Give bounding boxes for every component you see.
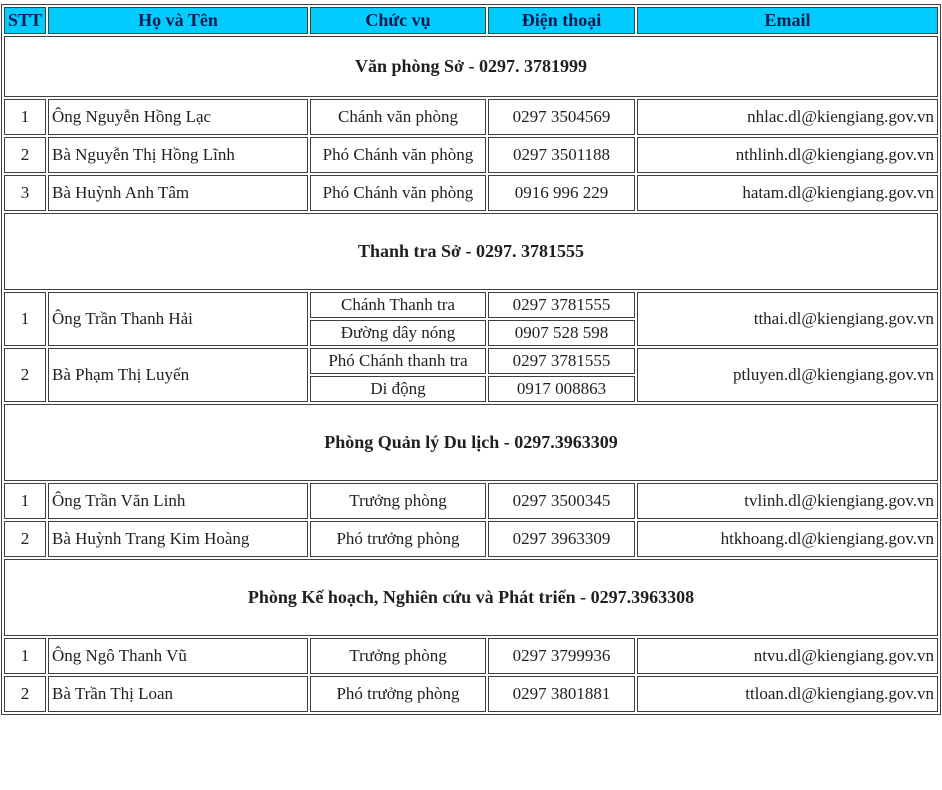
column-header-role: Chức vụ (310, 7, 486, 34)
phone-cell: 0916 996 229 (488, 175, 635, 211)
column-header-row: STT Họ và Tên Chức vụ Điện thoại Email (4, 7, 938, 34)
contact-table: STT Họ và Tên Chức vụ Điện thoại Email V… (1, 4, 941, 715)
name-cell: Ông Trần Văn Linh (48, 483, 308, 519)
column-header-stt: STT (4, 7, 46, 34)
name-cell: Bà Nguyễn Thị Hồng Lĩnh (48, 137, 308, 173)
phone-cell: 0297 3799936 (488, 638, 635, 674)
section-header-row: Văn phòng Sở - 0297. 3781999 (4, 36, 938, 97)
section-header-row: Thanh tra Sở - 0297. 3781555 (4, 213, 938, 290)
name-cell: Bà Trần Thị Loan (48, 676, 308, 712)
phone-cell: 0297 3781555 (488, 292, 635, 318)
role-cell: Phó Chánh văn phòng (310, 175, 486, 211)
role-cell: Phó trưởng phòng (310, 676, 486, 712)
role-cell: Đường dây nóng (310, 320, 486, 346)
stt-cell: 1 (4, 292, 46, 346)
table-subrow: Di động 0917 008863 (4, 376, 938, 402)
section-header-row: Phòng Kế hoạch, Nghiên cứu và Phát triển… (4, 559, 938, 636)
stt-cell: 2 (4, 137, 46, 173)
role-cell: Di động (310, 376, 486, 402)
email-cell: nthlinh.dl@kiengiang.gov.vn (637, 137, 938, 173)
table-row: 1 Ông Trần Thanh Hải Chánh Thanh tra 029… (4, 292, 938, 346)
table-subrow: Đường dây nóng 0907 528 598 (4, 320, 938, 346)
role-cell: Phó Chánh thanh tra (310, 348, 486, 374)
section-title: Phòng Quản lý Du lịch - 0297.3963309 (4, 404, 938, 481)
email-cell: htkhoang.dl@kiengiang.gov.vn (637, 521, 938, 557)
role-cell: Trưởng phòng (310, 638, 486, 674)
name-cell: Bà Huỳnh Trang Kim Hoàng (48, 521, 308, 557)
section-title: Phòng Kế hoạch, Nghiên cứu và Phát triển… (4, 559, 938, 636)
email-cell: nhlac.dl@kiengiang.gov.vn (637, 99, 938, 135)
name-cell: Bà Phạm Thị Luyến (48, 348, 308, 402)
stt-cell: 2 (4, 348, 46, 402)
phone-cell: 0297 3801881 (488, 676, 635, 712)
name-cell: Ông Trần Thanh Hải (48, 292, 308, 346)
role-cell: Chánh văn phòng (310, 99, 486, 135)
email-cell: ptluyen.dl@kiengiang.gov.vn (637, 348, 938, 402)
table-row: 1 Ông Ngô Thanh Vũ Trưởng phòng 0297 379… (4, 638, 938, 674)
stt-cell: 2 (4, 676, 46, 712)
section-title: Văn phòng Sở - 0297. 3781999 (4, 36, 938, 97)
role-cell: Trưởng phòng (310, 483, 486, 519)
phone-cell: 0297 3781555 (488, 348, 635, 374)
section-header-row: Phòng Quản lý Du lịch - 0297.3963309 (4, 404, 938, 481)
table-row: 2 Bà Trần Thị Loan Phó trưởng phòng 0297… (4, 676, 938, 712)
phone-cell: 0907 528 598 (488, 320, 635, 346)
name-cell: Bà Huỳnh Anh Tâm (48, 175, 308, 211)
name-cell: Ông Ngô Thanh Vũ (48, 638, 308, 674)
email-cell: ttloan.dl@kiengiang.gov.vn (637, 676, 938, 712)
email-cell: tthai.dl@kiengiang.gov.vn (637, 292, 938, 346)
column-header-name: Họ và Tên (48, 7, 308, 34)
section-title: Thanh tra Sở - 0297. 3781555 (4, 213, 938, 290)
stt-cell: 3 (4, 175, 46, 211)
stt-cell: 1 (4, 638, 46, 674)
name-cell: Ông Nguyễn Hồng Lạc (48, 99, 308, 135)
email-cell: tvlinh.dl@kiengiang.gov.vn (637, 483, 938, 519)
table-row: 1 Ông Trần Văn Linh Trưởng phòng 0297 35… (4, 483, 938, 519)
email-cell: ntvu.dl@kiengiang.gov.vn (637, 638, 938, 674)
role-cell: Chánh Thanh tra (310, 292, 486, 318)
stt-cell: 1 (4, 483, 46, 519)
role-cell: Phó Chánh văn phòng (310, 137, 486, 173)
phone-cell: 0297 3501188 (488, 137, 635, 173)
phone-cell: 0917 008863 (488, 376, 635, 402)
email-cell: hatam.dl@kiengiang.gov.vn (637, 175, 938, 211)
stt-cell: 1 (4, 99, 46, 135)
phone-cell: 0297 3963309 (488, 521, 635, 557)
phone-cell: 0297 3500345 (488, 483, 635, 519)
column-header-email: Email (637, 7, 938, 34)
table-row: 2 Bà Huỳnh Trang Kim Hoàng Phó trưởng ph… (4, 521, 938, 557)
table-row: 3 Bà Huỳnh Anh Tâm Phó Chánh văn phòng 0… (4, 175, 938, 211)
table-row: 2 Bà Phạm Thị Luyến Phó Chánh thanh tra … (4, 348, 938, 402)
table-row: 1 Ông Nguyễn Hồng Lạc Chánh văn phòng 02… (4, 99, 938, 135)
role-cell: Phó trưởng phòng (310, 521, 486, 557)
column-header-phone: Điện thoại (488, 7, 635, 34)
phone-cell: 0297 3504569 (488, 99, 635, 135)
stt-cell: 2 (4, 521, 46, 557)
table-row: 2 Bà Nguyễn Thị Hồng Lĩnh Phó Chánh văn … (4, 137, 938, 173)
